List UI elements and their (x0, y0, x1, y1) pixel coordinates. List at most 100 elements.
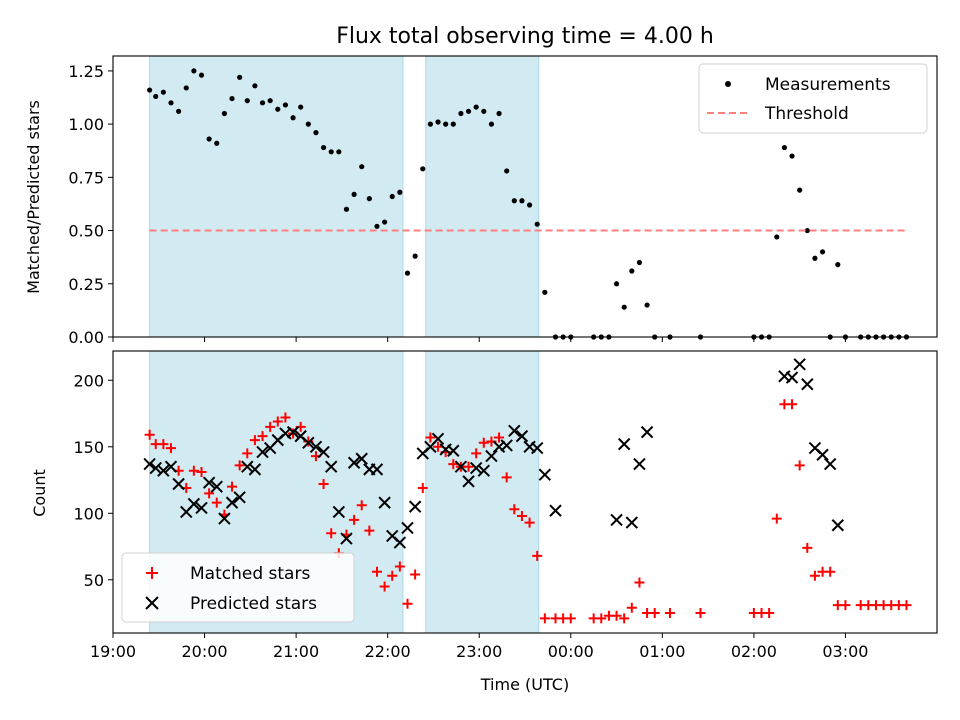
measurement-point (153, 93, 159, 100)
matched-star-point (211, 497, 222, 508)
predicted-star-point (187, 497, 201, 511)
matched-star-point (318, 479, 329, 490)
measurement-point (519, 198, 525, 204)
x-tick-label: 19:00 (90, 642, 136, 661)
measurement-point (168, 100, 174, 106)
predicted-star-point (625, 516, 639, 529)
measurement-point (511, 198, 517, 204)
predicted-star-point (164, 460, 178, 473)
y-tick-label: 100 (73, 504, 104, 523)
matched-star-point (227, 481, 238, 492)
measurement-point (465, 108, 472, 114)
x-tick-label: 00:00 (548, 642, 594, 661)
matched-star-point (794, 460, 805, 471)
measurement-point (481, 108, 487, 114)
matched-star-point (539, 613, 550, 624)
matched-star-point (242, 448, 253, 459)
measurement-point (473, 104, 479, 110)
y-tick-label: 0.50 (68, 222, 104, 241)
matched-star-point (356, 500, 367, 511)
legend-threshold: Threshold (764, 104, 849, 124)
bottom-legend: Matched stars Predicted stars (121, 552, 355, 623)
x-tick-label: 22:00 (365, 642, 411, 661)
bottom-axes-frame (112, 350, 938, 634)
y-tick-label: 200 (73, 371, 104, 390)
shaded-interval (149, 55, 404, 338)
predicted-star-point (233, 491, 246, 504)
measurement-point (259, 100, 266, 106)
predicted-star-point (378, 496, 391, 509)
measurement-point (290, 115, 296, 121)
predicted-star-point (210, 480, 223, 493)
matched-star-point (448, 459, 459, 470)
predicted-star-point (286, 425, 300, 439)
measurement-point (351, 191, 357, 197)
matched-star-point (524, 517, 535, 528)
measurement-point (298, 104, 304, 110)
legend-predicted-stars: Predicted stars (190, 594, 317, 614)
predicted-star-point (485, 449, 498, 463)
predicted-star-point (324, 460, 338, 473)
predicted-star-point (225, 496, 239, 509)
measurement-point (229, 95, 235, 102)
legend-matched-stars: Matched stars (190, 564, 310, 584)
predicted-star-point (610, 513, 623, 527)
bottom-y-axis-label: Count (30, 469, 49, 517)
matched-star-point (188, 465, 199, 476)
predicted-star-point (549, 504, 562, 517)
predicted-star-point (256, 445, 269, 459)
x-tick-label: 21:00 (273, 642, 319, 661)
matched-star-point (825, 566, 836, 577)
matched-star-point (809, 570, 820, 581)
predicted-star-point (431, 432, 445, 445)
matched-star-point (787, 399, 798, 410)
shaded-interval (425, 55, 540, 338)
dot-marker-icon (725, 81, 731, 87)
y-tick-label: 1.00 (68, 115, 104, 134)
measurement-point (412, 253, 418, 259)
matched-star-point (410, 569, 421, 580)
measurement-point (183, 85, 189, 91)
measurement-point (774, 234, 780, 240)
matched-star-point (771, 513, 782, 524)
matched-star-point (257, 431, 268, 442)
measurement-point (244, 98, 250, 104)
measurement-point (147, 87, 153, 93)
predicted-star-point (370, 463, 384, 476)
predicted-star-point (302, 436, 315, 449)
predicted-star-point (195, 501, 208, 515)
x-tick-label: 20:00 (182, 642, 228, 661)
measurement-point (221, 110, 227, 117)
matched-star-point (272, 416, 283, 427)
measurement-point (629, 268, 635, 274)
matched-star-point (417, 483, 428, 494)
measurement-point (613, 281, 620, 287)
matched-star-point (234, 460, 245, 471)
bottom-legend-box (121, 552, 355, 623)
measurement-point (496, 110, 502, 117)
matched-star-point (249, 435, 260, 446)
top-legend: Measurements Threshold (698, 63, 928, 134)
measurement-point (450, 121, 456, 127)
matched-star-point (565, 613, 576, 624)
bottom-y-ticks: 50 100 150 200 (73, 371, 113, 590)
measurement-point (382, 219, 388, 225)
measurement-point (636, 259, 643, 266)
matched-star-point (394, 561, 405, 572)
predicted-star-point (248, 463, 262, 476)
y-tick-label: 0.25 (68, 275, 104, 294)
predicted-star-point (469, 461, 483, 475)
matched-star-point (433, 441, 444, 452)
matched-star-point (379, 581, 390, 592)
x-axis-label: Time (UTC) (480, 675, 569, 694)
predicted-star-point (816, 448, 829, 461)
top-legend-box (698, 63, 928, 134)
matched-star-point (463, 461, 474, 472)
matched-star-point (516, 510, 527, 521)
predicted-star-point (633, 457, 646, 471)
matched-star-point (144, 429, 155, 440)
top-shaded-intervals (149, 55, 540, 338)
matched-star-point (764, 608, 775, 619)
measurement-point (267, 98, 273, 104)
predicted-star-point (340, 532, 353, 545)
